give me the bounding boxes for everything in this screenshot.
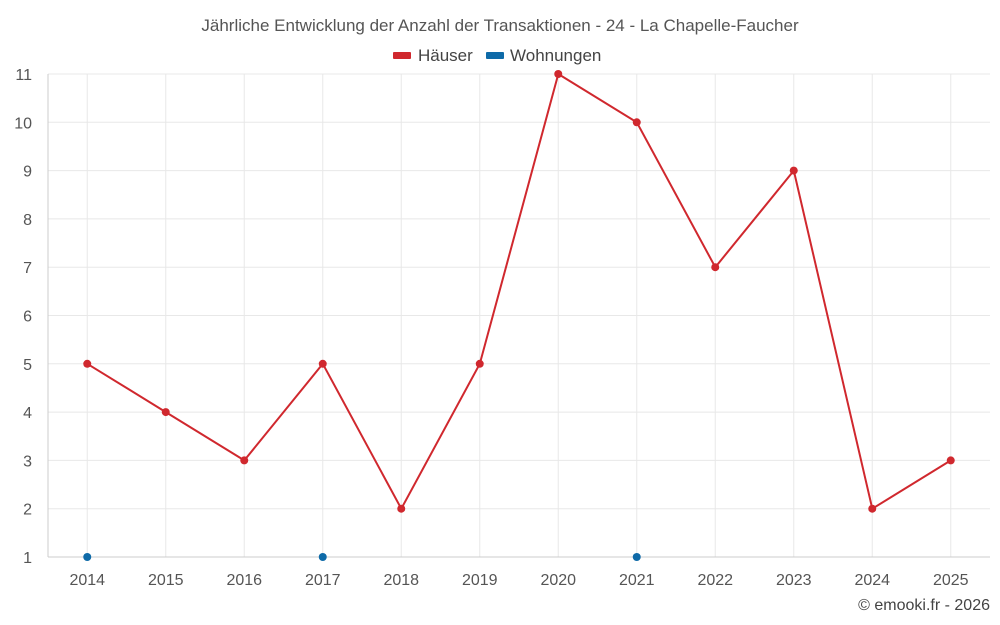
y-tick-label-8: 8 — [23, 212, 32, 229]
x-tick-label-2024: 2024 — [854, 572, 890, 589]
x-tick-label-2023: 2023 — [776, 572, 812, 589]
data-point-haeuser-2019[interactable] — [475, 359, 484, 368]
x-tick-label-2021: 2021 — [619, 572, 655, 589]
data-point-haeuser-2016[interactable] — [240, 456, 249, 465]
legend-item-wohnungen[interactable]: Wohnungen — [486, 46, 601, 65]
data-point-haeuser-2015[interactable] — [161, 408, 170, 417]
data-point-haeuser-2014[interactable] — [83, 359, 92, 368]
y-tick-label-9: 9 — [23, 164, 32, 181]
legend-swatch-haeuser — [393, 52, 411, 59]
legend-label-haeuser: Häuser — [418, 46, 473, 65]
chart-title: Jährliche Entwicklung der Anzahl der Tra… — [201, 16, 799, 35]
y-tick-label-7: 7 — [23, 260, 32, 277]
x-tick-label-2015: 2015 — [148, 572, 184, 589]
chart-credit: © emooki.fr - 2026 — [858, 597, 990, 614]
series-points — [83, 70, 955, 561]
legend-item-haeuser[interactable]: Häuser — [393, 46, 473, 65]
y-tick-label-3: 3 — [23, 453, 32, 470]
y-tick-label-11: 11 — [15, 67, 32, 84]
x-tick-label-2017: 2017 — [305, 572, 341, 589]
data-point-haeuser-2018[interactable] — [397, 504, 406, 513]
x-tick-label-2016: 2016 — [226, 572, 262, 589]
legend-swatch-wohnungen — [486, 52, 504, 59]
y-axis-ticks: 1 2 3 4 5 6 7 8 9 10 11 — [14, 67, 32, 567]
data-point-haeuser-2017[interactable] — [318, 359, 327, 368]
x-tick-label-2014: 2014 — [69, 572, 105, 589]
data-point-haeuser-2021[interactable] — [632, 118, 641, 127]
x-axis-ticks: 2014 2015 2016 2017 2018 2019 2020 2021 2022 2023… — [69, 572, 968, 589]
x-tick-label-2018: 2018 — [383, 572, 419, 589]
data-point-haeuser-2024[interactable] — [868, 504, 877, 513]
chart-legend: Häuser Wohnungen — [393, 46, 601, 65]
grid-lines — [48, 73, 990, 558]
data-point-wohnungen-2014[interactable] — [83, 553, 92, 561]
y-tick-label-10: 10 — [14, 115, 32, 132]
axes — [47, 74, 990, 558]
y-tick-label-2: 2 — [23, 502, 32, 519]
data-point-haeuser-2022[interactable] — [711, 263, 720, 272]
x-tick-label-2020: 2020 — [540, 572, 576, 589]
series-line-haeuser — [86, 73, 952, 510]
data-point-haeuser-2025[interactable] — [946, 456, 955, 465]
x-tick-label-2019: 2019 — [462, 572, 498, 589]
series-lines — [86, 73, 952, 510]
data-point-wohnungen-2021[interactable] — [632, 553, 641, 561]
y-tick-label-4: 4 — [23, 405, 32, 422]
legend-label-wohnungen: Wohnungen — [510, 46, 601, 65]
data-point-haeuser-2023[interactable] — [789, 166, 798, 175]
data-point-wohnungen-2017[interactable] — [318, 553, 327, 561]
data-point-haeuser-2020[interactable] — [554, 70, 563, 78]
x-tick-label-2022: 2022 — [697, 572, 733, 589]
y-tick-label-1: 1 — [23, 550, 32, 567]
x-tick-label-2025: 2025 — [933, 572, 969, 589]
y-tick-label-6: 6 — [23, 309, 32, 326]
y-tick-label-5: 5 — [23, 357, 32, 374]
